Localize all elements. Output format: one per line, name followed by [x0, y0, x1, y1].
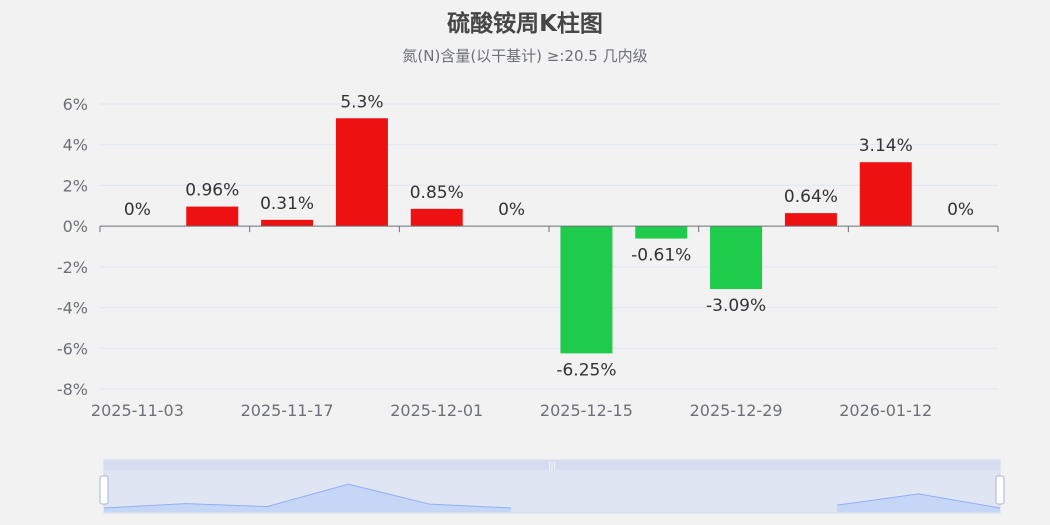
data-label: 3.14% — [859, 136, 913, 156]
data-label: 0% — [498, 200, 525, 220]
y-tick-label: 4% — [63, 136, 88, 155]
bar — [410, 208, 463, 227]
zoom-preview-area — [837, 493, 1000, 512]
bar — [560, 226, 613, 354]
data-label: -0.61% — [631, 246, 691, 266]
bar — [784, 213, 837, 227]
data-label: 0% — [947, 200, 974, 220]
grip-icon: ||| — [548, 461, 556, 470]
chart-title: 硫酸铵周K柱图 — [447, 11, 603, 37]
zoom-left-handle[interactable] — [99, 475, 109, 505]
data-labels: 0% 0.96% 0.31% 5.3% 0.85% 0% -6.25% -0.61% -3.09… — [124, 92, 974, 380]
data-label: -3.09% — [706, 296, 766, 316]
x-tick-label: 2025-11-03 — [91, 401, 184, 420]
y-tick-label: -4% — [57, 299, 88, 318]
zoom-preview-line — [103, 483, 512, 509]
x-tick-label: 2025-12-15 — [540, 401, 633, 420]
x-tick-label: 2025-12-01 — [390, 401, 483, 420]
y-tick-label: 2% — [63, 176, 88, 195]
y-tick-label: -8% — [57, 380, 88, 399]
zoom-move-handle[interactable] — [104, 460, 1000, 470]
x-tick-label: 2025-11-17 — [241, 401, 334, 420]
x-tick-label: 2025-12-29 — [690, 401, 783, 420]
axes: 6% 4% 2% 0% -2% -4% -6% -8%2025-11-03 2025-11-17… — [57, 95, 999, 420]
zoom-preview-line — [837, 493, 1001, 509]
data-label: 0.85% — [410, 183, 464, 203]
x-tick-label: 2026-01-12 — [839, 401, 932, 420]
data-label: 0% — [124, 200, 151, 220]
bar — [859, 162, 912, 227]
y-tick-label: -6% — [57, 339, 88, 358]
bar-series — [186, 118, 912, 354]
y-tick-label: 0% — [63, 217, 88, 236]
zoom-preview-area — [104, 484, 512, 512]
data-label: 0.31% — [260, 194, 314, 214]
zoom-right-handle[interactable] — [995, 475, 1005, 505]
bar — [710, 226, 763, 290]
data-label: -6.25% — [556, 360, 616, 380]
bar — [186, 206, 239, 227]
bar — [635, 226, 688, 239]
data-label: 0.64% — [784, 187, 838, 207]
chart-subtitle: 氮(N)含量(以干基计) ≥:20.5 几内级 — [402, 47, 648, 65]
grid-lines — [100, 103, 998, 390]
data-label: 0.96% — [185, 181, 239, 201]
bar — [335, 118, 388, 227]
y-tick-label: -2% — [57, 258, 88, 277]
bar — [261, 219, 314, 227]
data-zoom-slider[interactable]: ||| — [99, 459, 1005, 514]
data-label: 5.3% — [340, 92, 383, 112]
y-tick-label: 6% — [63, 95, 88, 114]
